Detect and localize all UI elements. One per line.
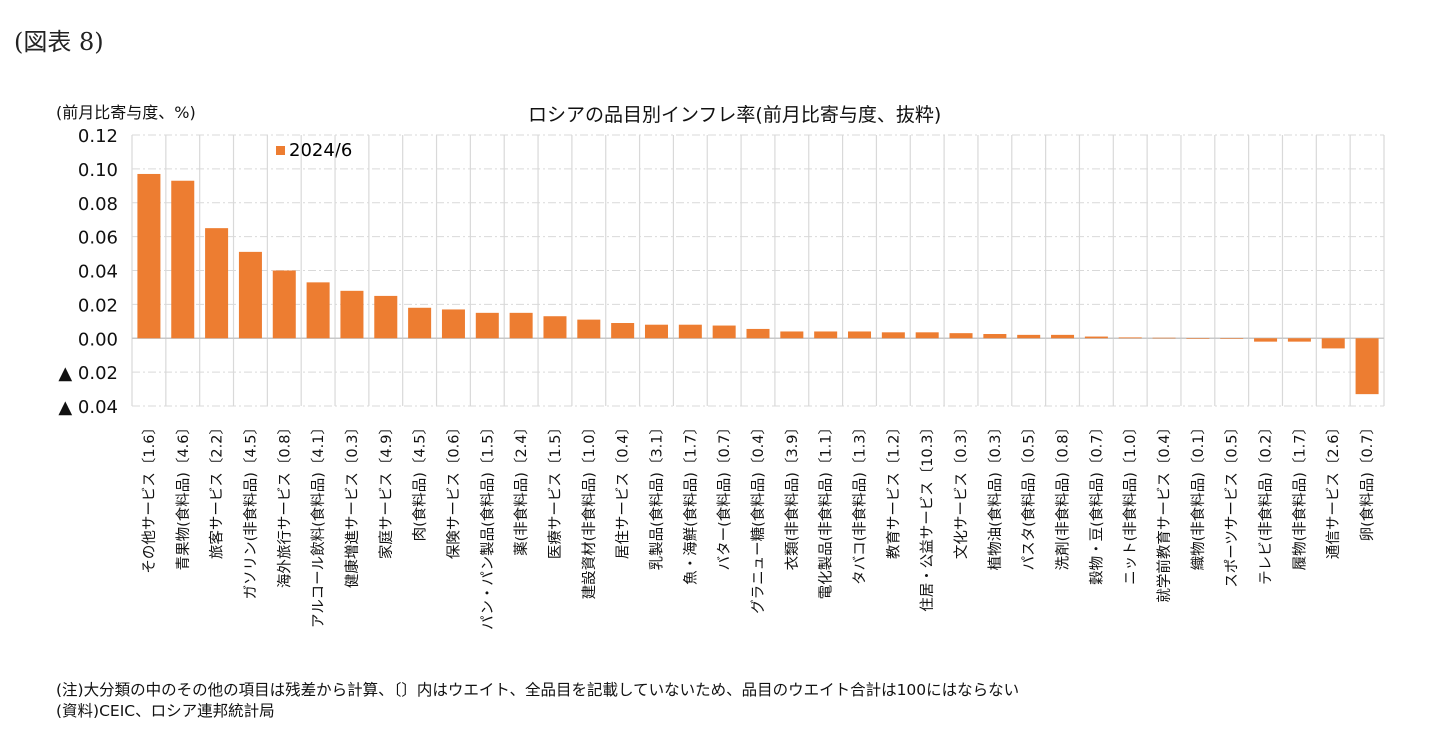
y-tick-label: 0.08 xyxy=(78,194,118,215)
figure-label: (図表 8) xyxy=(14,28,104,56)
x-tick-label: ガソリン(非食料品)〔4.5〕 xyxy=(242,420,259,599)
bar xyxy=(1220,338,1244,339)
x-tick-label: 肉(食料品)〔4.5〕 xyxy=(412,420,429,541)
bar xyxy=(1321,338,1345,349)
x-tick-label: 通信サービス〔2.6〕 xyxy=(1325,420,1342,559)
bar xyxy=(137,173,161,339)
x-tick-label: 住居・公益サービス〔10.3〕 xyxy=(919,420,936,612)
x-tick-label: 織物(非食料品)〔0.1〕 xyxy=(1190,420,1207,570)
bar xyxy=(1254,338,1278,342)
x-tick-label: パスタ(食料品)〔0.5〕 xyxy=(1021,420,1038,570)
bar xyxy=(746,328,770,339)
y-tick-label: 0.06 xyxy=(78,228,118,249)
bar xyxy=(475,312,499,339)
source-text: (資料)CEIC、ロシア連邦統計局 xyxy=(56,702,275,720)
x-tick-label: タバコ(非食料品)〔1.3〕 xyxy=(852,420,869,585)
x-tick-label: 穀物・豆(食料品)〔0.7〕 xyxy=(1088,420,1105,585)
bar xyxy=(374,295,398,339)
bar xyxy=(848,331,872,339)
bar xyxy=(205,228,229,339)
x-tick-label: 教育サービス〔1.2〕 xyxy=(885,420,902,559)
bar xyxy=(1084,336,1108,339)
x-tick-label: 乳製品(食料品)〔3.1〕 xyxy=(648,420,665,570)
x-tick-label: スポーツサービス〔0.5〕 xyxy=(1224,420,1241,588)
bar xyxy=(949,333,973,339)
x-tick-label: 洗剤(非食料品)〔0.8〕 xyxy=(1055,420,1072,570)
bar xyxy=(983,334,1007,339)
bar xyxy=(408,307,432,339)
bar xyxy=(441,309,465,339)
legend-swatch xyxy=(276,146,285,155)
bar xyxy=(780,331,804,339)
x-tick-label: 青果物(食料品)〔4.6〕 xyxy=(175,420,192,570)
x-tick-label: 医療サービス〔1.5〕 xyxy=(547,420,564,559)
bar xyxy=(1118,337,1142,339)
x-tick-label: 文化サービス〔0.3〕 xyxy=(953,420,970,559)
bar xyxy=(1355,338,1379,395)
bar xyxy=(509,312,533,339)
bar xyxy=(577,319,601,339)
gridlines xyxy=(131,134,1385,407)
x-tick-label: バター(食料品)〔0.7〕 xyxy=(716,420,733,570)
x-tick-label: グラニュー糖(食料品)〔0.4〕 xyxy=(750,420,767,614)
y-tick-label: 0.12 xyxy=(78,126,118,147)
bar xyxy=(306,282,330,339)
x-tick-label: その他サービス〔1.6〕 xyxy=(141,420,158,574)
x-tick-label: ニット(非食料品)〔1.0〕 xyxy=(1122,420,1139,585)
x-tick-label: 海外旅行サービス〔0.8〕 xyxy=(276,420,293,588)
legend: 2024/6 xyxy=(276,140,352,161)
bar xyxy=(678,324,702,339)
x-tick-label: 衣類(非食料品)〔3.9〕 xyxy=(784,420,801,570)
y-tick-label: 0.10 xyxy=(78,160,118,181)
bar xyxy=(881,332,905,339)
x-tick-label: 植物油(食料品)〔0.3〕 xyxy=(987,420,1004,570)
bar xyxy=(272,270,296,339)
x-tick-label: テレビ(非食料品)〔0.2〕 xyxy=(1258,420,1275,585)
x-tick-label: 家庭サービス〔4.9〕 xyxy=(378,420,395,559)
chart-title: ロシアの品目別インフレ率(前月比寄与度、抜粋) xyxy=(528,104,942,126)
bars xyxy=(137,173,1379,395)
x-tick-label: 履物(非食料品)〔1.7〕 xyxy=(1291,420,1308,570)
bar xyxy=(1017,334,1041,339)
x-tick-label: 保険サービス〔0.6〕 xyxy=(445,420,462,559)
bar xyxy=(543,316,567,339)
note-text: (注)大分類の中のその他の項目は残差から計算、〔〕内はウエイト、全品目を記載して… xyxy=(56,681,1020,699)
bar xyxy=(1051,334,1075,339)
bar xyxy=(340,290,364,339)
y-tick-label: 0.04 xyxy=(78,262,118,283)
bar xyxy=(1186,338,1210,339)
x-tick-label: 居住サービス〔0.4〕 xyxy=(615,420,632,559)
x-tick-label: 就学前教育サービス〔0.4〕 xyxy=(1156,420,1173,603)
bar xyxy=(712,325,736,339)
x-tick-label: 卵(食料品)〔0.7〕 xyxy=(1359,420,1376,541)
y-tick-label: 0.00 xyxy=(78,329,118,350)
bar xyxy=(644,324,668,339)
bar xyxy=(915,332,939,339)
y-axis-ticks: 0.12 0.10 0.08 0.06 0.04 0.02 0.00 ▲ 0.02 ▲ 0.04 xyxy=(58,126,118,418)
bar xyxy=(238,251,262,339)
bar xyxy=(1152,337,1176,339)
bar xyxy=(1287,338,1311,342)
x-tick-label: 魚・海鮮(食料品)〔1.7〕 xyxy=(682,420,699,585)
legend-label: 2024/6 xyxy=(289,140,353,161)
y-tick-label: 0.02 xyxy=(78,295,118,316)
x-tick-label: 健康増進サービス〔0.3〕 xyxy=(344,420,361,588)
x-tick-label: アルコール飲料(食料品)〔4.1〕 xyxy=(310,420,327,628)
x-tick-label: 薬(非食料品)〔2.4〕 xyxy=(513,420,530,556)
bar xyxy=(171,180,195,339)
y-tick-label: ▲ 0.02 xyxy=(58,363,118,384)
bar xyxy=(814,331,838,339)
x-tick-label: 電化製品(非食料品)〔1.1〕 xyxy=(818,420,835,599)
x-tick-label: 建設資材(非食料品)〔1.0〕 xyxy=(581,420,598,599)
notes: (注)大分類の中のその他の項目は残差から計算、〔〕内はウエイト、全品目を記載して… xyxy=(56,680,1019,722)
x-tick-label: パン・パン製品(食料品)〔1.5〕 xyxy=(479,420,496,630)
x-tick-label: 旅客サービス〔2.2〕 xyxy=(209,420,226,559)
y-axis-unit-label: (前月比寄与度、%) xyxy=(56,103,196,122)
x-axis-labels: その他サービス〔1.6〕 青果物(食料品)〔4.6〕 旅客サービス〔2.2〕 ガソリン… xyxy=(141,420,1376,630)
y-tick-label: ▲ 0.04 xyxy=(58,397,118,418)
bar xyxy=(611,323,635,339)
